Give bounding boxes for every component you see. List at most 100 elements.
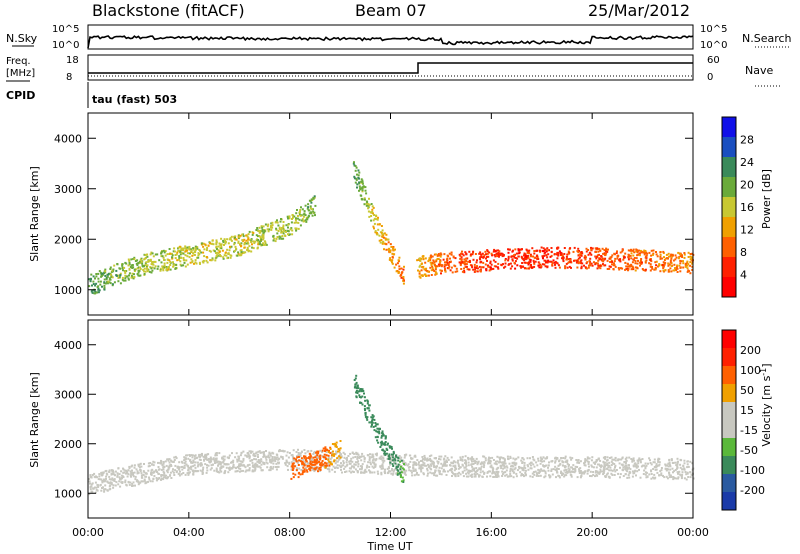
data-point xyxy=(566,253,569,256)
data-point xyxy=(288,462,291,465)
data-point xyxy=(335,446,338,448)
data-point xyxy=(672,471,674,474)
data-point xyxy=(325,451,328,454)
data-point xyxy=(137,483,140,486)
data-point xyxy=(402,268,405,271)
data-point xyxy=(119,478,122,481)
colorbar-tick-label: 24 xyxy=(740,156,754,169)
data-point xyxy=(139,268,142,270)
data-point xyxy=(93,289,96,292)
data-point xyxy=(691,262,694,265)
data-point xyxy=(157,461,159,464)
data-point xyxy=(419,259,422,262)
data-point xyxy=(688,270,691,273)
data-point xyxy=(573,246,576,249)
data-point xyxy=(550,251,553,254)
data-point xyxy=(150,267,153,270)
data-point xyxy=(418,259,421,261)
data-point xyxy=(461,253,464,256)
data-point xyxy=(203,458,205,461)
data-point xyxy=(406,464,409,467)
data-point xyxy=(182,249,185,252)
data-point xyxy=(384,472,386,475)
data-point xyxy=(168,259,171,262)
data-point xyxy=(484,457,487,460)
data-point xyxy=(110,469,113,472)
data-point xyxy=(268,469,271,472)
data-point xyxy=(113,281,116,284)
data-point xyxy=(232,465,235,468)
data-point xyxy=(206,469,209,472)
data-point xyxy=(568,463,570,466)
data-point xyxy=(493,475,496,478)
data-point xyxy=(579,256,581,259)
data-point xyxy=(365,200,368,203)
data-point xyxy=(371,421,374,424)
data-point xyxy=(174,257,177,260)
data-point xyxy=(250,241,253,244)
data-point xyxy=(613,458,615,461)
data-point xyxy=(667,264,670,267)
data-point xyxy=(133,270,136,272)
data-point xyxy=(207,244,210,247)
data-point xyxy=(297,472,300,475)
data-point xyxy=(378,234,381,237)
data-point xyxy=(258,465,261,468)
data-point xyxy=(160,459,162,462)
data-point xyxy=(450,253,453,256)
data-point xyxy=(381,448,384,451)
data-point xyxy=(678,473,681,476)
data-point xyxy=(361,181,364,183)
data-point xyxy=(133,268,136,271)
data-point xyxy=(649,263,652,266)
data-point xyxy=(483,461,486,464)
data-point xyxy=(471,266,474,269)
data-point xyxy=(381,232,384,235)
data-point xyxy=(383,232,386,235)
data-point xyxy=(674,254,677,257)
data-point xyxy=(260,225,263,228)
data-point xyxy=(456,472,459,475)
data-point xyxy=(263,231,266,234)
data-point xyxy=(469,254,472,257)
data-point xyxy=(332,450,334,453)
data-point xyxy=(492,467,495,470)
data-point xyxy=(128,274,130,277)
data-point xyxy=(275,228,278,231)
data-point xyxy=(304,214,307,217)
data-point xyxy=(127,469,130,472)
data-point xyxy=(108,278,111,281)
data-point xyxy=(114,470,117,473)
data-point xyxy=(180,264,183,267)
data-point xyxy=(474,253,477,255)
data-point xyxy=(391,473,394,476)
data-point xyxy=(367,461,370,464)
data-point xyxy=(359,468,361,471)
data-point xyxy=(398,256,401,259)
data-point xyxy=(382,467,384,470)
data-point xyxy=(149,266,152,269)
data-point xyxy=(230,254,233,257)
data-point xyxy=(391,463,394,466)
data-point xyxy=(632,457,635,460)
data-point xyxy=(535,249,538,252)
data-point xyxy=(547,469,550,472)
data-point xyxy=(349,452,352,455)
data-point xyxy=(601,470,604,473)
data-point xyxy=(271,458,274,461)
data-point xyxy=(281,457,284,460)
data-point xyxy=(530,266,533,269)
data-point xyxy=(163,262,166,265)
data-point xyxy=(244,251,247,254)
data-point xyxy=(363,407,366,410)
data-point xyxy=(588,260,591,263)
x-tick-label: 16:00 xyxy=(475,526,507,539)
data-point xyxy=(569,258,572,260)
data-point xyxy=(414,463,417,466)
data-point xyxy=(120,477,123,479)
data-point xyxy=(354,461,357,464)
data-point xyxy=(282,227,285,230)
data-point xyxy=(310,201,313,204)
data-point xyxy=(243,238,246,241)
data-point xyxy=(237,234,240,237)
